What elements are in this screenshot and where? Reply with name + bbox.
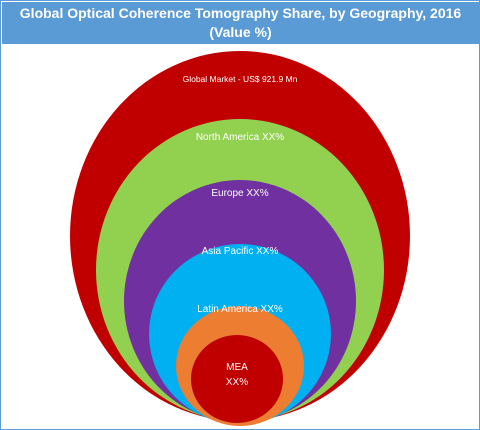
- ring-label-2: Europe XX%: [211, 188, 268, 199]
- ring-label-5: MEA: [226, 362, 248, 373]
- chart-subtitle: (Value %): [209, 24, 272, 40]
- chart-title-bar: Global Optical Coherence Tomography Shar…: [2, 2, 479, 44]
- ring-label-0: Global Market - US$ 921.9 Mn: [183, 74, 298, 84]
- ring-label-1: North America XX%: [196, 132, 284, 143]
- ring-5: [191, 335, 283, 423]
- ring-sublabel-5: XX%: [226, 377, 248, 388]
- ring-label-3: Asia Pacific XX%: [202, 246, 279, 257]
- ring-label-4: Latin America XX%: [197, 304, 283, 315]
- chart-title: Global Optical Coherence Tomography Shar…: [19, 5, 462, 21]
